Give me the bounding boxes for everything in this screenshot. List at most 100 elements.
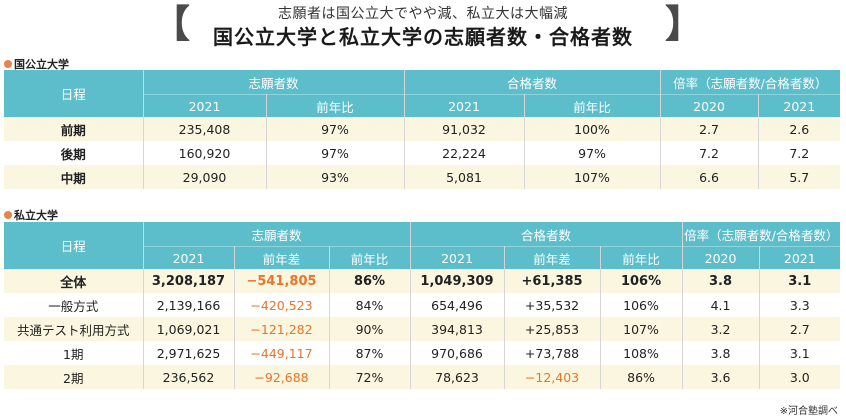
table-cell: 84%: [329, 293, 411, 317]
header-row: 日程 志願者数 合格者数 倍率（志願者数/合格者数）: [4, 70, 841, 117]
table-cell: 7.2: [758, 141, 841, 165]
table-cell-negative: −449,117: [234, 341, 330, 365]
title: 国公立大学と私立大学の志願者数・合格者数: [213, 25, 633, 49]
table-cell: 2.7: [759, 317, 841, 341]
table-cell: 160,920: [143, 141, 267, 165]
subtitle: 志願者は国公立大でやや減、私立大は大幅減: [278, 6, 568, 22]
table-cell: 7.2: [660, 141, 759, 165]
table-cell: 100%: [524, 117, 661, 141]
subheader-cell: 前年比: [329, 246, 411, 269]
table-cell: 2.6: [758, 117, 841, 141]
row-header: 中期: [4, 165, 144, 189]
table-cell: 86%: [600, 365, 683, 389]
table-cell: 4.1: [682, 293, 760, 317]
subheader-cell: 2021: [143, 94, 267, 117]
table-cell: +73,788: [504, 341, 601, 365]
table-cell: 3.3: [759, 293, 841, 317]
subheader-cell: 2020: [682, 246, 760, 269]
source-footnote: ※河合塾調べ: [779, 406, 838, 417]
row-header: 前期: [4, 117, 144, 141]
table-cell-negative: −121,282: [234, 317, 330, 341]
table-cell: 6.6: [660, 165, 759, 189]
table-cell: 107%: [524, 165, 661, 189]
subheader-cell: 2021: [404, 94, 525, 117]
header-row: 日程 志願者数 合格者数 倍率（志願者数/合格者数）: [4, 222, 841, 269]
table-cell-negative: −420,523: [234, 293, 330, 317]
table-cell: 3.6: [682, 365, 760, 389]
column-header-schedule: 日程: [4, 222, 144, 269]
table-cell: 5.7: [758, 165, 841, 189]
table-cell: 3.0: [759, 365, 841, 389]
table-cell: 970,686: [410, 341, 505, 365]
subheader-cell: 2021: [410, 246, 505, 269]
table-cell: +61,385: [504, 269, 601, 293]
table-cell: 78,623: [410, 365, 505, 389]
row-header: 1期: [4, 341, 144, 365]
table-cell: 394,813: [410, 317, 505, 341]
section-label-text: 国公立大学: [14, 58, 69, 71]
table-cell: 3.8: [682, 269, 760, 293]
subheader-cell: 前年差: [504, 246, 601, 269]
table-cell: 97%: [266, 117, 405, 141]
table-cell: 91,032: [404, 117, 525, 141]
table-cell-negative: −92,688: [234, 365, 330, 389]
table-cell: 235,408: [143, 117, 267, 141]
table-cell-negative: −12,403: [504, 365, 601, 389]
bullet-dot-icon: [4, 60, 12, 68]
table-cell: 236,562: [143, 365, 235, 389]
table-cell: 86%: [329, 269, 411, 293]
table-cell: 1,049,309: [410, 269, 505, 293]
table-cell-negative: −541,805: [234, 269, 330, 293]
table-cell: 3,208,187: [143, 269, 235, 293]
subheader-cell: 2021: [758, 94, 841, 117]
column-header-ratio: 倍率（志願者数/合格者数）: [682, 222, 841, 247]
table-cell: 3.8: [682, 341, 760, 365]
table-cell: 93%: [266, 165, 405, 189]
column-header-passers: 合格者数: [410, 222, 683, 247]
subheader-cell: 前年差: [234, 246, 330, 269]
subheader-cell: 2021: [759, 246, 841, 269]
row-header: 後期: [4, 141, 144, 165]
table-cell: 97%: [266, 141, 405, 165]
table-row-total: 全体 3,208,187 −541,805 86% 1,049,309 +61,…: [4, 269, 841, 293]
table-cell: 5,081: [404, 165, 525, 189]
table-cell: 3.1: [759, 269, 841, 293]
table-cell: 1,069,021: [143, 317, 235, 341]
table-cell: 106%: [600, 269, 683, 293]
table-row: 一般方式 2,139,166 −420,523 84% 654,496 +35,…: [4, 293, 841, 317]
column-header-applicants: 志願者数: [143, 70, 405, 95]
table-cell: 2,139,166: [143, 293, 235, 317]
section-label-text: 私立大学: [14, 209, 58, 222]
subheader-row: 2021 前年差 前年比 2021 前年差 前年比 2020 2021: [4, 246, 841, 269]
column-header-passers: 合格者数: [404, 70, 661, 95]
table-cell: 22,224: [404, 141, 525, 165]
row-header: 全体: [4, 269, 144, 293]
table-row: 後期 160,920 97% 22,224 97% 7.2 7.2: [4, 141, 841, 165]
subheader-row: 2021 前年比 2021 前年比 2020 2021: [4, 94, 841, 117]
row-header: 一般方式: [4, 293, 144, 317]
row-header: 共通テスト利用方式: [4, 317, 144, 341]
subheader-cell: 前年比: [266, 94, 405, 117]
public-university-table: 日程 志願者数 合格者数 倍率（志願者数/合格者数） 2021 前年比 2021…: [4, 70, 841, 189]
bullet-dot-icon: [4, 211, 12, 219]
table-row: 2期 236,562 −92,688 72% 78,623 −12,403 86…: [4, 365, 841, 389]
private-university-table: 日程 志願者数 合格者数 倍率（志願者数/合格者数） 2021 前年差 前年比 …: [4, 222, 841, 389]
column-header-applicants: 志願者数: [143, 222, 411, 247]
table-cell: 3.1: [759, 341, 841, 365]
subheader-cell: 2021: [143, 246, 235, 269]
table-row: 中期 29,090 93% 5,081 107% 6.6 5.7: [4, 165, 841, 189]
table-cell: 108%: [600, 341, 683, 365]
table-cell: 87%: [329, 341, 411, 365]
section-label-public: 国公立大学: [4, 56, 69, 72]
table-cell: +35,532: [504, 293, 601, 317]
table-cell: 106%: [600, 293, 683, 317]
table-cell: 97%: [524, 141, 661, 165]
table-row: 1期 2,971,625 −449,117 87% 970,686 +73,78…: [4, 341, 841, 365]
table-cell: 90%: [329, 317, 411, 341]
table-cell: +25,853: [504, 317, 601, 341]
table-row: 共通テスト利用方式 1,069,021 −121,282 90% 394,813…: [4, 317, 841, 341]
table-row: 前期 235,408 97% 91,032 100% 2.7 2.6: [4, 117, 841, 141]
subheader-cell: 2020: [660, 94, 759, 117]
subheader-cell: 前年比: [524, 94, 661, 117]
table-cell: 29,090: [143, 165, 267, 189]
